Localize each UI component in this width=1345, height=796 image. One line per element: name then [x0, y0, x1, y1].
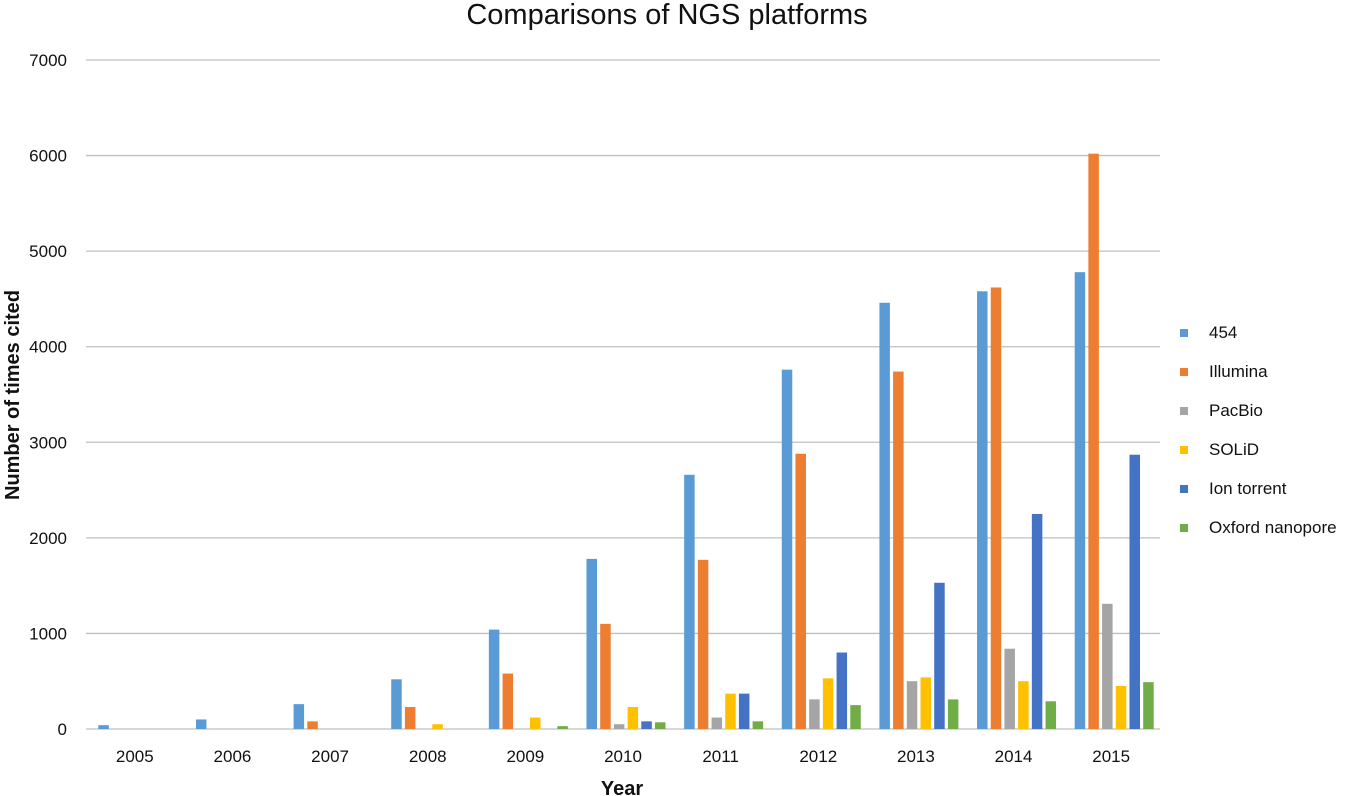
- bar: [947, 699, 959, 729]
- bar: [391, 679, 402, 729]
- x-tick-label: 2015: [1092, 747, 1130, 766]
- y-tick-label: 3000: [29, 433, 67, 452]
- bar: [1115, 685, 1127, 729]
- y-axis-ticks: 0 1000 2000 3000 4000 5000 6000 7000: [29, 51, 67, 739]
- legend-swatch: [1180, 368, 1188, 376]
- bars: [98, 153, 1154, 729]
- y-tick-label: 0: [58, 720, 67, 739]
- bar: [1129, 454, 1140, 729]
- bar: [752, 721, 764, 729]
- bar: [293, 704, 305, 729]
- x-tick-label: 2013: [897, 747, 935, 766]
- bar: [307, 721, 318, 729]
- x-tick-label: 2011: [702, 747, 739, 766]
- bar: [195, 719, 207, 729]
- y-axis-title: Number of times cited: [2, 290, 24, 500]
- bar: [1018, 681, 1029, 729]
- bar: [586, 558, 597, 729]
- x-tick-label: 2005: [116, 747, 154, 766]
- bar: [1102, 603, 1113, 729]
- bar: [684, 474, 695, 729]
- bar: [1045, 701, 1057, 729]
- bar: [738, 693, 750, 729]
- x-tick-label: 2012: [799, 747, 837, 766]
- legend-swatch: [1180, 329, 1188, 337]
- y-tick-label: 5000: [29, 242, 67, 261]
- bar: [1143, 682, 1154, 729]
- legend-swatch: [1180, 485, 1188, 493]
- x-tick-label: 2007: [311, 747, 349, 766]
- bar: [920, 677, 932, 729]
- bar: [1088, 153, 1099, 729]
- bar: [627, 707, 639, 729]
- x-axis-title: Year: [601, 778, 643, 796]
- bar: [781, 369, 793, 729]
- x-tick-label: 2009: [506, 747, 544, 766]
- legend-swatch: [1180, 446, 1188, 454]
- bar: [432, 724, 443, 729]
- y-tick-label: 4000: [29, 338, 67, 357]
- x-tick-label: 2006: [214, 747, 252, 766]
- bar: [934, 582, 945, 729]
- legend-label: PacBio: [1209, 401, 1263, 420]
- bar: [613, 724, 625, 729]
- legend-label: Oxford nanopore: [1209, 518, 1337, 537]
- x-axis-ticks: 2005 2006 2007 2008 2009 2010 2011 2012 2013 2014…: [116, 747, 1130, 766]
- bar: [529, 717, 541, 729]
- bar: [655, 722, 666, 729]
- bar: [502, 673, 514, 729]
- bar: [990, 287, 1002, 729]
- bar: [557, 726, 568, 729]
- legend: 454 Illumina PacBio SOLiD Ion torrent Oxford …: [1180, 323, 1337, 537]
- bar: [977, 291, 988, 729]
- legend-label: SOLiD: [1209, 440, 1259, 459]
- legend-label: Illumina: [1209, 362, 1268, 381]
- bar: [1074, 272, 1086, 729]
- legend-label: Ion torrent: [1209, 479, 1287, 498]
- gridlines: [86, 59, 1160, 730]
- bar: [850, 705, 861, 729]
- x-tick-label: 2010: [604, 747, 642, 766]
- bar: [893, 371, 904, 729]
- bar: [725, 693, 736, 729]
- bar: [1031, 513, 1043, 729]
- x-tick-label: 2014: [995, 747, 1033, 766]
- bar: [1004, 648, 1015, 729]
- bar: [836, 652, 848, 729]
- bar: [600, 623, 611, 729]
- y-tick-label: 1000: [29, 624, 67, 643]
- bar: [488, 629, 500, 729]
- bar: [404, 707, 416, 729]
- bar: [879, 302, 890, 729]
- y-tick-label: 7000: [29, 51, 67, 70]
- chart-title: Comparisons of NGS platforms: [466, 0, 867, 31]
- legend-label: 454: [1209, 323, 1237, 342]
- legend-swatch: [1180, 524, 1188, 532]
- legend-swatch: [1180, 407, 1188, 415]
- bar: [697, 559, 709, 729]
- x-tick-label: 2008: [409, 747, 447, 766]
- y-tick-label: 6000: [29, 147, 67, 166]
- bar: [809, 699, 820, 729]
- bar: [641, 721, 652, 729]
- y-tick-label: 2000: [29, 529, 67, 548]
- bar: [906, 681, 918, 729]
- bar: [98, 725, 109, 729]
- bar: [822, 678, 834, 729]
- bar: [711, 717, 723, 729]
- bar: [795, 453, 806, 729]
